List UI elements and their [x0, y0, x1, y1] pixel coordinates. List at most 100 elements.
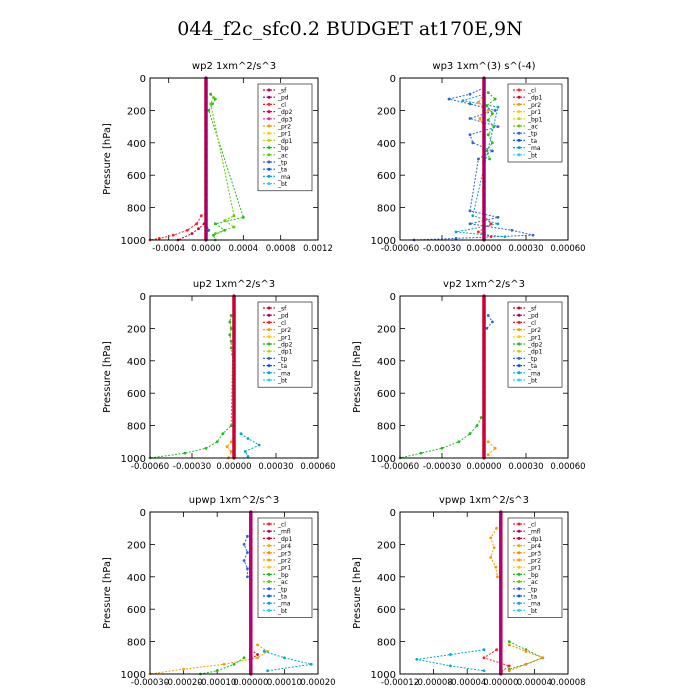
series-point [482, 648, 486, 652]
series-point [468, 222, 472, 226]
series-point [468, 209, 472, 213]
legend-marker [267, 364, 271, 368]
panel-5: upwp 1xm^2/s^3 Pressure [hPa] 0 200 400 600 80… [102, 495, 336, 688]
series-point [209, 92, 213, 96]
legend-label: _pr1 [527, 565, 541, 572]
spine-point [499, 633, 503, 637]
legend-marker [267, 529, 271, 533]
x-tick-label: 0.00000 [466, 244, 501, 254]
spine-point [499, 575, 503, 579]
panel-3: up2 1xm^2/s^3 Pressure [hPa] 0 200 400 600 800… [102, 279, 336, 472]
spine-point [249, 581, 253, 585]
series-point [510, 228, 514, 232]
spine-point [249, 594, 253, 598]
spine-point [232, 449, 236, 454]
series-point [478, 117, 482, 120]
panel-4: vp2 1xm^2/s^3 Pressure [hPa] 0 200 400 600 800… [352, 279, 586, 472]
x-tick-label: 0.00020 [300, 678, 335, 688]
y-axis-label: Pressure [hPa] [102, 123, 113, 195]
series-point [266, 649, 269, 653]
series-line [264, 650, 312, 672]
series-point [493, 109, 497, 112]
series-point [486, 440, 490, 444]
series-point [507, 640, 511, 643]
y-tick-label: 200 [127, 540, 146, 551]
series-point [493, 446, 497, 450]
legend-label: _ta [527, 363, 537, 370]
series-point [485, 104, 489, 107]
legend-marker [267, 536, 271, 540]
spine-point [232, 333, 236, 337]
spine-point [499, 620, 503, 624]
spine-point [204, 134, 208, 138]
legend-label: _pd [277, 313, 289, 320]
spine-point [499, 536, 503, 540]
panel-title: wp2 1xm^2/s^3 [192, 61, 276, 72]
spine-point [482, 411, 486, 415]
legend-label: _bp [277, 572, 289, 579]
y-tick-label: 0 [390, 508, 396, 519]
spine-point [482, 417, 486, 421]
legend-label: _sf [277, 306, 287, 313]
spine-point [482, 333, 486, 337]
panel-title: upwp 1xm^2/s^3 [189, 495, 279, 506]
series-point [228, 320, 232, 324]
spine-point [499, 549, 503, 553]
series-point [507, 669, 511, 673]
legend-marker [517, 565, 521, 569]
panel-title: vpwp 1xm^2/s^3 [439, 495, 529, 506]
legend-marker [267, 342, 271, 346]
spine-point [482, 199, 486, 203]
x-tick-label: 0.00000 [466, 462, 501, 472]
spine-point [482, 95, 486, 100]
legend-label: _dp2 [527, 342, 543, 349]
spine-point [204, 206, 208, 210]
spine-point [232, 404, 236, 408]
series-point [495, 526, 498, 530]
spine-point [499, 652, 503, 657]
legend-marker [517, 102, 521, 106]
legend-label: _pr3 [527, 550, 541, 557]
series-point [223, 219, 227, 222]
y-tick-label: 600 [377, 389, 396, 400]
y-tick-label: 600 [127, 171, 146, 182]
legend-marker [267, 328, 271, 332]
series-point [183, 451, 187, 455]
spine-point [249, 665, 253, 670]
legend-marker [267, 558, 271, 562]
spine-point [482, 218, 486, 223]
spine-point [482, 193, 486, 197]
series-point [190, 232, 194, 235]
series-point [229, 327, 233, 330]
spine-point [204, 102, 208, 106]
spine-point [499, 516, 503, 521]
series-point [262, 649, 266, 653]
series-point [256, 653, 259, 656]
series-point [213, 232, 217, 235]
plot-frame [399, 511, 569, 675]
y-tick-label: 200 [127, 106, 146, 117]
series-point [489, 555, 493, 559]
y-tick-label: 400 [127, 573, 146, 584]
series-point [449, 664, 452, 668]
series-point [492, 546, 496, 550]
spine-point [204, 121, 208, 125]
x-tick-label: -0.00060 [131, 462, 169, 472]
legend-marker [267, 601, 271, 605]
y-tick-label: 800 [127, 204, 146, 215]
series-point [256, 656, 259, 660]
spine-point [204, 89, 208, 93]
spine-point [249, 627, 253, 631]
legend-label: _dp2 [277, 342, 293, 349]
legend-marker [267, 522, 271, 526]
series-line [208, 93, 244, 241]
legend-marker [517, 378, 521, 382]
series-point [471, 141, 475, 145]
legend-marker [267, 182, 271, 186]
x-tick-label: 0.0000 [191, 244, 221, 254]
legend-marker [267, 117, 271, 121]
legend-marker [267, 88, 271, 92]
panel-title: wp3 1xm^(3) s^(-4) [432, 61, 535, 72]
spine-point [204, 218, 208, 223]
series-point [503, 235, 507, 239]
